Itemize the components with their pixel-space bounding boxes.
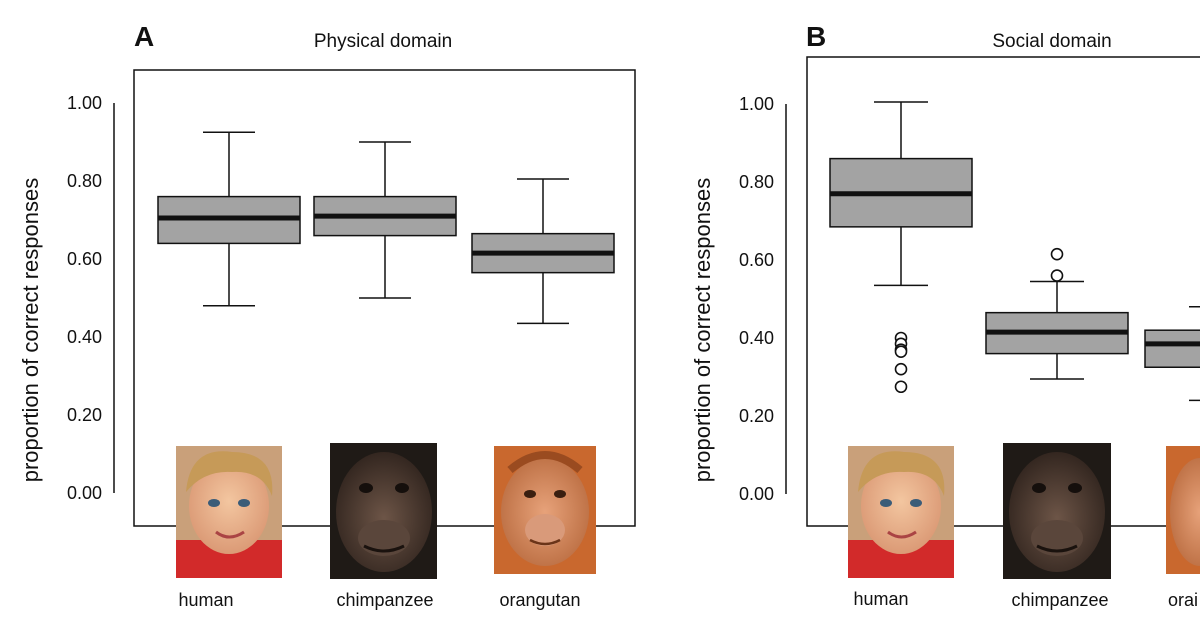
chimpanzee-face-photo [1003, 443, 1111, 579]
outlier-point [894, 380, 908, 394]
panel-title: Physical domain [314, 31, 452, 52]
orangutan-face-photo [1166, 446, 1200, 574]
y-tick-label: 0.20 [67, 405, 102, 425]
box-series [157, 131, 615, 325]
x-category-label: orangutan [499, 590, 580, 610]
y-tick-label: 0.40 [739, 328, 774, 348]
y-tick-label: 0.00 [67, 483, 102, 503]
y-tick-label: 0.80 [67, 171, 102, 191]
panel-b: B Social domain proportion of correct re… [690, 21, 1200, 610]
human-face-photo [848, 446, 954, 578]
outlier-point [894, 345, 908, 358]
panel-letter: A [134, 21, 154, 52]
human-face-photo [176, 446, 282, 578]
y-tick-label: 0.80 [739, 172, 774, 192]
y-tick-label: 0.60 [739, 250, 774, 270]
box-series [829, 101, 1200, 402]
x-category-label: chimpanzee [1011, 590, 1108, 610]
outlier-point [1050, 247, 1064, 261]
x-category-label: chimpanzee [336, 590, 433, 610]
y-ticks: 1.00 0.80 0.60 0.40 0.20 0.00 [739, 94, 774, 504]
x-category-label: orai [1168, 590, 1198, 610]
y-tick-label: 0.60 [67, 249, 102, 269]
chimpanzee-face-photo [330, 443, 437, 579]
x-category-label: human [853, 589, 908, 609]
y-tick-label: 0.20 [739, 406, 774, 426]
y-axis-label: proportion of correct responses [18, 178, 43, 483]
y-tick-label: 1.00 [67, 93, 102, 113]
y-ticks: 1.00 0.80 0.60 0.40 0.20 0.00 [67, 93, 102, 503]
orangutan-face-photo [494, 446, 596, 574]
y-tick-label: 0.40 [67, 327, 102, 347]
y-tick-label: 1.00 [739, 94, 774, 114]
panel-a: A Physical domain proportion of correct … [18, 21, 636, 610]
outlier-point [894, 362, 908, 376]
panel-letter: B [806, 21, 826, 52]
outlier-point [1050, 269, 1064, 282]
panel-title: Social domain [992, 31, 1111, 52]
x-category-label: human [178, 590, 233, 610]
box-orangutan [1144, 329, 1200, 369]
y-tick-label: 0.00 [739, 484, 774, 504]
y-axis-label: proportion of correct responses [690, 178, 715, 483]
